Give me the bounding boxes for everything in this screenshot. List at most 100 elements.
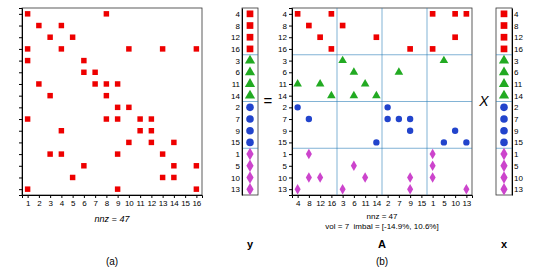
tick: 13 bbox=[231, 185, 242, 194]
tick-mark bbox=[289, 177, 292, 178]
tick-mark bbox=[289, 49, 292, 50]
tick: 8 bbox=[283, 22, 292, 31]
annotation: (a) bbox=[106, 256, 118, 267]
point bbox=[246, 115, 254, 123]
tick-mark bbox=[289, 61, 292, 62]
tick-mark bbox=[289, 142, 292, 143]
point bbox=[499, 55, 509, 64]
tick bbox=[19, 61, 22, 62]
tick bbox=[19, 131, 22, 132]
point bbox=[115, 81, 120, 86]
tick-label: 5 bbox=[514, 162, 519, 171]
tick: 16 bbox=[278, 45, 292, 54]
tick-label: 6 bbox=[352, 199, 357, 208]
panel: 4812163611142791515101348121636111427915… bbox=[278, 8, 472, 208]
point bbox=[126, 46, 131, 51]
x-axis: 12345678910111213141516 bbox=[23, 195, 203, 208]
point bbox=[350, 91, 359, 98]
point bbox=[407, 184, 413, 195]
tick: 6 bbox=[82, 195, 87, 208]
tick-mark bbox=[320, 195, 321, 198]
point bbox=[115, 116, 120, 121]
tick-label: 4 bbox=[236, 10, 241, 19]
x-axis: 48121636111427915151013 bbox=[293, 195, 473, 208]
point bbox=[137, 128, 142, 133]
group-separator bbox=[496, 101, 512, 102]
tick-label: 12 bbox=[316, 199, 325, 208]
tick-label: 5 bbox=[71, 199, 76, 208]
tick-mark bbox=[289, 72, 292, 73]
tick: 10 bbox=[125, 195, 134, 208]
point bbox=[329, 11, 335, 17]
tick-label: 2 bbox=[514, 103, 519, 112]
tick-label: 14 bbox=[372, 199, 381, 208]
point bbox=[245, 66, 255, 75]
tick: 5 bbox=[236, 162, 242, 171]
tick-label: 2 bbox=[283, 103, 288, 112]
tick-label: 1 bbox=[431, 199, 436, 208]
tick-mark bbox=[376, 195, 377, 198]
tick-label: 4 bbox=[514, 10, 519, 19]
tick-label: 13 bbox=[462, 199, 471, 208]
tick-label: 8 bbox=[283, 22, 288, 31]
point bbox=[59, 151, 64, 156]
tick-mark bbox=[163, 195, 164, 198]
tick bbox=[19, 37, 22, 38]
annotation: A bbox=[378, 238, 386, 250]
tick: 4 bbox=[283, 10, 292, 19]
point bbox=[149, 128, 154, 133]
tick-label: 1 bbox=[514, 150, 519, 159]
tick-label: 9 bbox=[514, 127, 519, 136]
axis-label: nnz = 47vol = 7 imbal = [-14.9%, 10.6%] bbox=[325, 212, 438, 231]
point bbox=[115, 186, 120, 191]
tick-label: 4 bbox=[60, 199, 65, 208]
tick bbox=[19, 14, 22, 15]
tick-mark bbox=[106, 195, 107, 198]
tick-label: 9 bbox=[408, 199, 413, 208]
point bbox=[247, 34, 254, 41]
tick-mark bbox=[289, 119, 292, 120]
point bbox=[499, 90, 509, 99]
tick: 13 bbox=[159, 195, 168, 208]
tick: 7 bbox=[512, 115, 519, 124]
tick: 9 bbox=[236, 127, 242, 136]
point bbox=[407, 116, 413, 122]
point bbox=[407, 172, 413, 183]
point bbox=[384, 116, 390, 122]
tick-label: 8 bbox=[307, 199, 312, 208]
plot-area bbox=[242, 10, 258, 195]
tick-label: 7 bbox=[514, 115, 519, 124]
tick: 1 bbox=[431, 195, 436, 208]
point bbox=[395, 67, 404, 74]
tick-mark bbox=[289, 166, 292, 167]
tick-mark bbox=[289, 189, 292, 190]
point bbox=[47, 93, 52, 98]
tick-mark bbox=[118, 195, 119, 198]
tick: 15 bbox=[181, 195, 190, 208]
tick-mark bbox=[129, 195, 130, 198]
tick-mark bbox=[19, 49, 22, 50]
tick-mark bbox=[19, 14, 22, 15]
y-axis: 48121636111427915151013 bbox=[231, 9, 242, 196]
annotation: X bbox=[478, 93, 489, 109]
point bbox=[500, 148, 507, 160]
point bbox=[81, 58, 86, 63]
point bbox=[463, 184, 469, 195]
tick-mark bbox=[19, 119, 22, 120]
point bbox=[36, 81, 41, 86]
point bbox=[327, 91, 336, 98]
tick: 2 bbox=[236, 103, 242, 112]
point bbox=[500, 183, 507, 195]
point bbox=[115, 105, 120, 110]
tick: 11 bbox=[361, 195, 370, 208]
tick-label: 2 bbox=[236, 103, 241, 112]
point bbox=[372, 91, 381, 98]
tick-label: 14 bbox=[170, 199, 179, 208]
tick bbox=[19, 189, 22, 190]
tick-label: 2 bbox=[37, 199, 42, 208]
tick: 3 bbox=[283, 57, 292, 66]
tick: 12 bbox=[278, 33, 292, 42]
point bbox=[81, 163, 86, 168]
point bbox=[500, 171, 507, 183]
tick: 16 bbox=[327, 195, 336, 208]
